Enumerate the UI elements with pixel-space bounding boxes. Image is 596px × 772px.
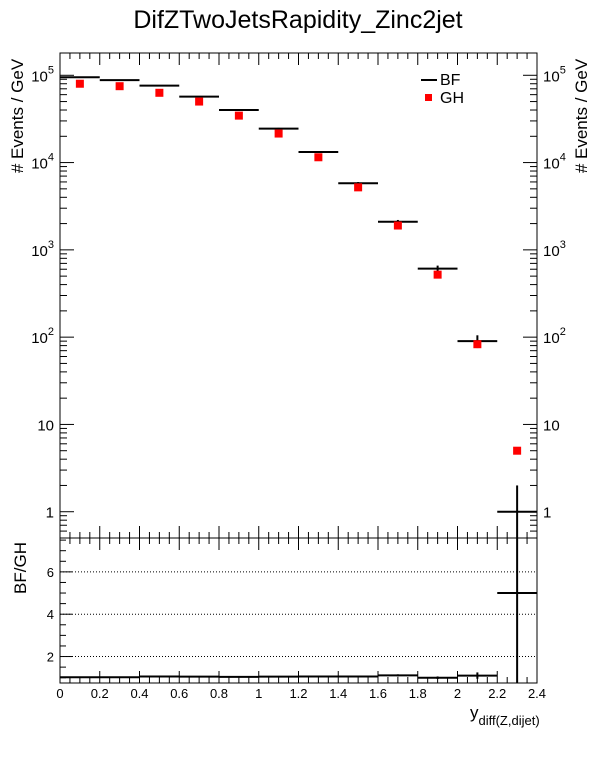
- y-tick-label-right: 1: [543, 505, 551, 522]
- x-tick-label: 1.8: [409, 686, 427, 701]
- x-tick-label: 0.4: [130, 686, 148, 701]
- x-tick-label: 0.2: [91, 686, 109, 701]
- y-tick-label-exponent: 5: [48, 64, 54, 76]
- gh-point: [393, 221, 402, 230]
- y-tick-label-base: 10: [31, 156, 48, 173]
- y-tick-label-right: 103: [543, 239, 566, 260]
- y-tick-label-right-base: 10: [543, 330, 560, 347]
- series-gh: [75, 79, 522, 455]
- x-tick-label: 1: [255, 686, 262, 701]
- ratio-y-tick-label: 4: [47, 607, 54, 622]
- x-ticks: 0 0.2 0.4 0.6 0.8 1 1.2 1.4 1.6 1.8 2 2.2 2.4: [56, 538, 546, 701]
- legend-gh-marker: [425, 94, 432, 101]
- y-tick-label-base: 1: [46, 505, 54, 522]
- y-tick-label-right-exponent: 3: [560, 239, 566, 251]
- series-ratio: [60, 538, 537, 683]
- y-tick-label: 105: [31, 64, 54, 85]
- x-tick-label: 2.2: [488, 686, 506, 701]
- y-tick-label-right-base: 10: [543, 417, 560, 434]
- gh-point: [354, 183, 363, 192]
- y-tick-label-right-base: 10: [543, 156, 560, 173]
- ratio-y-tick-label: 6: [47, 565, 54, 580]
- y-tick-label-right: 102: [543, 326, 566, 347]
- ratio-gridlines: [60, 571, 537, 658]
- y-tick-label-right-base: 10: [543, 68, 560, 85]
- gh-point: [115, 82, 124, 91]
- y-tick-label: 104: [31, 152, 54, 173]
- gh-point: [274, 129, 283, 138]
- y-tick-label-exponent: 3: [48, 239, 54, 251]
- y-tick-label-exponent: 2: [48, 326, 54, 338]
- y-tick-label-right: 105: [543, 64, 566, 85]
- x-tick-label: 0.8: [210, 686, 228, 701]
- top-x-ticks: [59, 53, 538, 538]
- gh-point: [75, 79, 84, 88]
- top-frame: [59, 52, 538, 539]
- y-tick-label-right-base: 1: [543, 505, 551, 522]
- chart-title: DifZTwoJetsRapidity_Zinc2jet: [133, 6, 462, 34]
- ratio-frame: [59, 537, 538, 684]
- x-tick-label: 0: [56, 686, 63, 701]
- x-tick-label: 1.2: [289, 686, 307, 701]
- y-tick-label-right-exponent: 2: [560, 326, 566, 338]
- y-tick-label-right: 10: [543, 417, 560, 434]
- series-bf: [60, 76, 537, 538]
- y-tick-label-exponent: 4: [48, 152, 54, 164]
- ratio-y-ticks: 2 4 6: [47, 539, 72, 679]
- gh-point: [473, 340, 482, 349]
- y-tick-label-right-exponent: 5: [560, 64, 566, 76]
- y-tick-label-right-base: 10: [543, 243, 560, 260]
- y-tick-label: 103: [31, 239, 54, 260]
- gh-point: [513, 446, 522, 455]
- y-tick-label: 10: [37, 417, 54, 434]
- y-tick-label-base: 10: [31, 243, 48, 260]
- gh-point: [433, 270, 442, 279]
- y-tick-label-base: 10: [31, 330, 48, 347]
- y-tick-label: 102: [31, 326, 54, 347]
- x-tick-label: 2: [454, 686, 461, 701]
- x-axis-title: ydiff(Z,dijet): [470, 703, 540, 728]
- y-axis-title-right: # Events / GeV: [572, 58, 591, 173]
- y-tick-label-base: 10: [31, 68, 48, 85]
- gh-point: [314, 153, 323, 162]
- x-tick-label: 0.6: [170, 686, 188, 701]
- legend: BF GH: [421, 72, 464, 107]
- x-axis-title-sub: diff(Z,dijet): [479, 713, 540, 728]
- y-tick-label: 1: [46, 505, 54, 522]
- gh-point: [234, 111, 243, 120]
- y-tick-label-right-exponent: 4: [560, 152, 566, 164]
- legend-bf-label: BF: [440, 72, 461, 89]
- gh-point: [155, 88, 164, 97]
- top-plot-frame: [59, 52, 538, 539]
- legend-gh-label: GH: [440, 90, 464, 107]
- y-tick-label-base: 10: [37, 417, 54, 434]
- gh-point: [195, 97, 204, 106]
- ratio-plot-frame: [59, 537, 538, 684]
- x-tick-label: 2.4: [528, 686, 546, 701]
- x-tick-label: 1.6: [369, 686, 387, 701]
- x-axis-title-main: y: [470, 703, 479, 722]
- y-axis-title-left: # Events / GeV: [8, 58, 27, 173]
- ratio-y-tick-label: 2: [47, 650, 54, 665]
- y-tick-label-right: 104: [543, 152, 566, 173]
- x-tick-label: 1.4: [329, 686, 347, 701]
- ratio-axis-title: BF/GH: [11, 542, 30, 594]
